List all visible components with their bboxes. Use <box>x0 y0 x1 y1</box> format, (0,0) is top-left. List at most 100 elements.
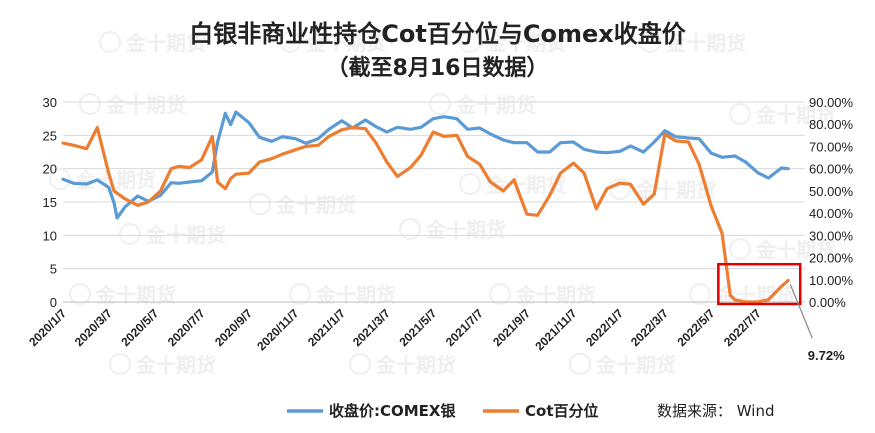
watermark: 金十期货 <box>99 31 206 55</box>
grid-lines <box>63 101 805 303</box>
y-axis-left: 0 5 10 15 20 25 30 <box>43 95 57 310</box>
watermark-logo <box>429 93 451 115</box>
watermark-logo <box>69 283 91 305</box>
watermark-logo <box>729 103 751 125</box>
watermark-logo <box>99 31 121 53</box>
watermark: 金十期货 <box>729 103 836 127</box>
y-left-tick-label: 20 <box>43 162 57 177</box>
chart-title: 白银非商业性持仓Cot百分位与Comex收盘价 <box>189 20 686 48</box>
watermark: 金十期货 <box>289 283 396 307</box>
watermark-text: 金十期货 <box>95 283 176 307</box>
x-tick-label: 2022/3/7 <box>628 306 671 349</box>
watermark-text: 金十期货 <box>305 31 386 55</box>
y-right-tick-label: 30.00% <box>809 228 854 243</box>
y-right-tick-label: 80.00% <box>809 117 854 132</box>
x-tick-label: 2020/7/7 <box>165 306 208 349</box>
annotation-label: 9.72% <box>808 348 845 363</box>
x-tick-label: 2021/1/7 <box>305 306 348 349</box>
highlight-box <box>717 262 802 306</box>
x-tick-label: 2020/3/7 <box>72 306 115 349</box>
watermark: 金十期货 <box>729 238 836 262</box>
watermark: 金十期货 <box>429 93 536 117</box>
watermark-logo <box>349 353 371 375</box>
watermark: 金十期货 <box>69 283 176 307</box>
watermark: 金十期货 <box>109 353 216 377</box>
legend-label: Cot百分位 <box>525 402 598 420</box>
x-tick-label: 2021/5/7 <box>396 306 439 349</box>
watermark-logo <box>279 31 301 53</box>
y-axis-right: 0.00% 10.00% 20.00% 30.00% 40.00% 50.00% 60.00… <box>809 95 854 310</box>
x-tick-label: 2022/1/7 <box>583 306 626 349</box>
watermark-logo <box>249 193 271 215</box>
annotation-layer: 9.72% <box>717 262 845 363</box>
y-left-tick-label: 0 <box>50 295 57 310</box>
x-tick-label: 2021/9/7 <box>490 306 533 349</box>
x-tick-label: 2021/11/7 <box>532 306 579 353</box>
x-tick-label: 2022/7/7 <box>721 306 764 349</box>
legend-label: 收盘价:COMEX银 <box>329 402 456 420</box>
watermark-logo <box>459 173 481 195</box>
y-left-tick-label: 10 <box>43 228 57 243</box>
series-line-cot-percentile <box>61 126 790 304</box>
annotation-leader <box>789 284 813 339</box>
watermark-text: 金十期货 <box>595 353 676 377</box>
x-tick-label: 2020/1/7 <box>26 306 69 349</box>
source-note: 数据来源： Wind <box>657 402 774 420</box>
watermark-logo <box>399 218 421 240</box>
watermark: 金十期货 <box>249 193 356 217</box>
watermark-logo <box>639 31 661 53</box>
watermark-logo <box>489 283 511 305</box>
y-right-tick-label: 40.00% <box>809 206 854 221</box>
y-right-tick-label: 50.00% <box>809 184 854 199</box>
watermark: 金十期货 <box>489 283 596 307</box>
watermark-logo <box>119 223 141 245</box>
x-tick-label: 2022/5/7 <box>674 306 717 349</box>
watermark-logo <box>689 283 711 305</box>
watermark-text: 金十期货 <box>125 31 206 55</box>
y-right-tick-label: 90.00% <box>809 95 854 110</box>
x-axis: 2020/1/7 2020/3/7 2020/5/7 2020/7/7 2020/9/7… <box>26 306 764 353</box>
x-tick-label: 2020/9/7 <box>212 306 255 349</box>
watermark-text: 金十期货 <box>515 283 596 307</box>
y-right-tick-label: 60.00% <box>809 162 854 177</box>
watermark-text: 金十期货 <box>485 31 566 55</box>
watermark-logo <box>109 353 131 375</box>
watermark-text: 金十期货 <box>275 193 356 217</box>
x-tick-label: 2020/5/7 <box>118 306 161 349</box>
x-tick-label: 2020/11/7 <box>254 306 301 353</box>
y-right-tick-label: 70.00% <box>809 139 854 154</box>
watermark: 金十期货 <box>49 168 156 192</box>
watermark-text: 金十期货 <box>375 353 456 377</box>
y-right-tick-label: 10.00% <box>809 273 854 288</box>
x-tick-label: 2021/3/7 <box>350 306 393 349</box>
watermark-text: 金十期货 <box>425 218 506 242</box>
watermark: 金十期货 <box>349 353 456 377</box>
watermark: 金十期货 <box>399 218 506 242</box>
watermark-logo <box>289 283 311 305</box>
watermark: 金十期货 <box>609 178 716 202</box>
watermark-logo <box>49 168 71 190</box>
watermark: 金十期货 <box>639 31 746 55</box>
y-right-tick-label: 0.00% <box>809 295 846 310</box>
watermark-text: 金十期货 <box>665 31 746 55</box>
watermark-logo <box>729 238 751 260</box>
series-line-comex-silver <box>61 110 790 220</box>
y-left-tick-label: 15 <box>43 195 57 210</box>
watermark-text: 金十期货 <box>315 283 396 307</box>
watermark-logo <box>569 353 591 375</box>
watermark-logo <box>459 31 481 53</box>
y-right-tick-label: 20.00% <box>809 251 854 266</box>
watermark-logo <box>79 93 101 115</box>
y-left-tick-label: 25 <box>43 128 57 143</box>
watermark-text: 金十期货 <box>755 103 836 127</box>
watermark-text: 金十期货 <box>755 238 836 262</box>
watermark-text: 金十期货 <box>455 93 536 117</box>
watermark: 金十期货 <box>79 93 186 117</box>
chart-subtitle: （截至8月16日数据） <box>326 56 549 81</box>
y-left-tick-label: 5 <box>50 262 57 277</box>
y-left-tick-label: 30 <box>43 95 57 110</box>
watermark: 金十期货 <box>279 31 386 55</box>
legend: 收盘价:COMEX银 Cot百分位 <box>287 402 598 420</box>
